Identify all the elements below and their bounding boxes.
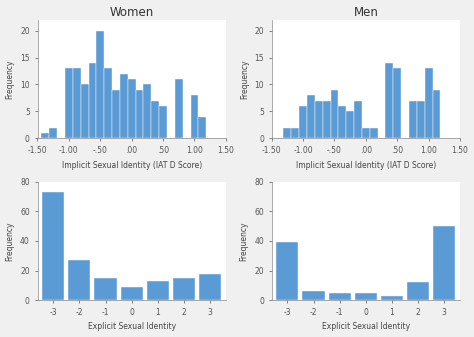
Bar (68, 260, 91, 300)
Bar (42, 192, 64, 300)
Bar (112, 90, 120, 139)
Bar (355, 293, 377, 300)
Bar (120, 74, 128, 139)
X-axis label: Implicit Sexual Identity (IAT D Score): Implicit Sexual Identity (IAT D Score) (296, 161, 436, 170)
Bar (151, 101, 159, 139)
Bar (354, 101, 362, 139)
Bar (299, 106, 307, 139)
Y-axis label: Frequency: Frequency (6, 59, 15, 99)
X-axis label: Explicit Sexual Identity: Explicit Sexual Identity (322, 323, 410, 332)
Bar (370, 128, 378, 139)
Bar (283, 128, 292, 139)
Bar (381, 296, 403, 300)
X-axis label: Implicit Sexual Identity (IAT D Score): Implicit Sexual Identity (IAT D Score) (62, 161, 202, 170)
Bar (199, 117, 206, 139)
Y-axis label: Frequency: Frequency (240, 221, 249, 261)
Bar (330, 90, 338, 139)
Bar (362, 128, 370, 139)
Bar (323, 101, 330, 139)
Bar (409, 101, 417, 139)
Bar (315, 101, 323, 139)
Bar (417, 101, 425, 139)
Bar (159, 106, 167, 139)
Bar (393, 68, 401, 139)
Bar (96, 31, 104, 139)
Title: Men: Men (354, 5, 378, 19)
Bar (173, 278, 195, 300)
Bar (144, 85, 151, 139)
Bar (41, 133, 49, 139)
Bar (407, 282, 429, 300)
Title: Women: Women (109, 5, 154, 19)
Bar (73, 68, 81, 139)
Bar (425, 68, 433, 139)
X-axis label: Explicit Sexual Identity: Explicit Sexual Identity (88, 323, 176, 332)
Bar (49, 128, 57, 139)
Bar (136, 90, 144, 139)
Y-axis label: Frequency: Frequency (6, 221, 15, 261)
Bar (81, 85, 89, 139)
Bar (94, 278, 117, 300)
Bar (292, 128, 299, 139)
Bar (346, 112, 354, 139)
Bar (89, 63, 96, 139)
Bar (276, 242, 299, 300)
Bar (433, 90, 440, 139)
Bar (302, 292, 325, 300)
Bar (175, 79, 182, 139)
Bar (307, 95, 315, 139)
Bar (104, 68, 112, 139)
Bar (338, 106, 346, 139)
Y-axis label: Frequency: Frequency (240, 59, 249, 99)
Bar (128, 79, 136, 139)
Bar (433, 226, 456, 300)
Bar (328, 293, 351, 300)
Bar (385, 63, 393, 139)
Bar (191, 95, 199, 139)
Bar (120, 287, 143, 300)
Bar (147, 281, 169, 300)
Bar (199, 274, 221, 300)
Bar (65, 68, 73, 139)
